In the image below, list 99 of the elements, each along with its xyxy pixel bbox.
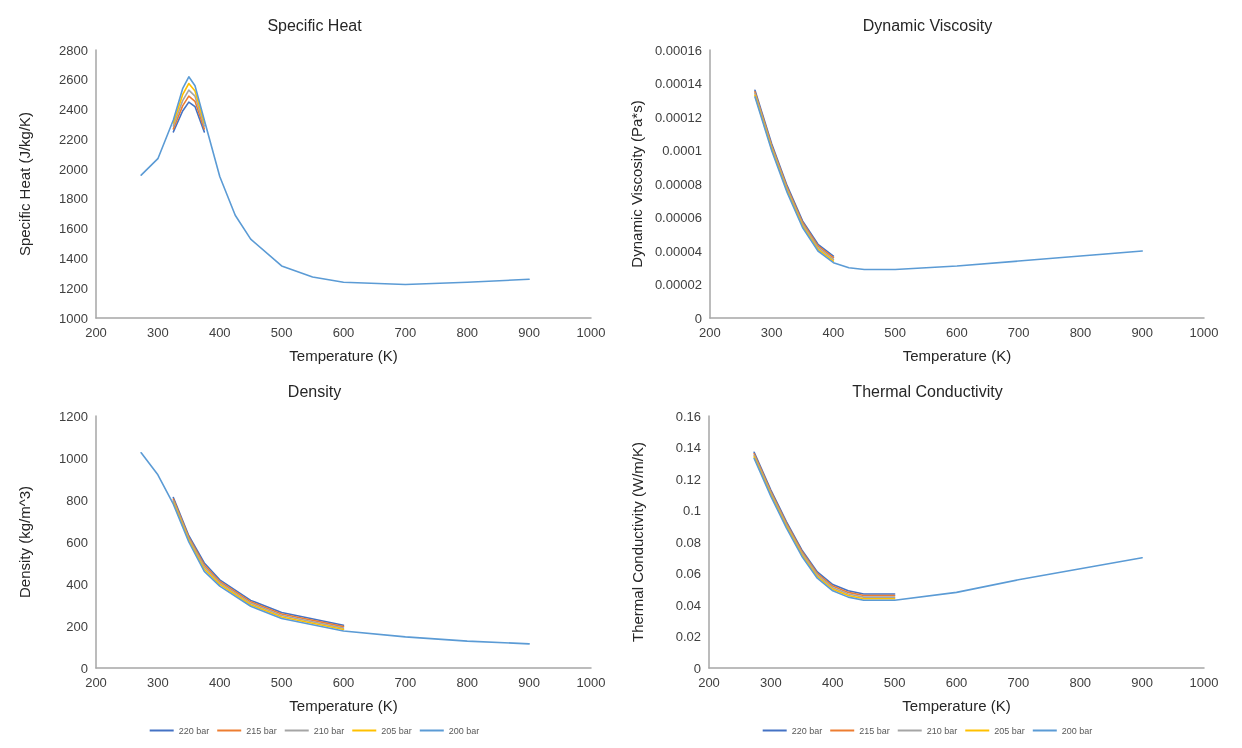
- y-axis-title: Thermal Conductivity (W/m/K): [629, 441, 646, 643]
- x-tick-label: 700: [1007, 325, 1030, 340]
- legend-label: 215 bar: [246, 725, 277, 736]
- x-tick-label: 800: [1069, 675, 1092, 690]
- legend-label: 220 bar: [178, 725, 210, 736]
- y-tick-label: 0.1: [682, 503, 701, 518]
- y-axis-title: Dynamic Viscosity (Pa*s): [628, 100, 645, 268]
- y-tick-label: 0.08: [675, 534, 701, 550]
- legend-label: 210 bar: [313, 725, 345, 736]
- x-tick-label: 800: [1069, 325, 1092, 340]
- x-tick-label: 700: [394, 325, 417, 340]
- y-tick-label: 0.00004: [654, 243, 702, 259]
- line-series: [172, 82, 206, 124]
- y-tick-label: 0: [694, 310, 702, 326]
- x-tick-label: 1000: [1189, 675, 1219, 690]
- y-tick-label: 2200: [59, 131, 88, 147]
- y-tick-label: 0.00002: [654, 277, 702, 292]
- x-tick-label: 500: [270, 675, 293, 690]
- x-tick-label: 400: [208, 325, 231, 340]
- y-tick-label: 1200: [59, 280, 88, 296]
- x-tick-label: 800: [456, 675, 479, 690]
- y-tick-label: 1000: [59, 310, 88, 326]
- line-series: [753, 457, 1143, 602]
- y-tick-label: 2400: [59, 102, 88, 118]
- legend-label: 200 bar: [1061, 725, 1093, 736]
- y-tick-label: 1800: [59, 191, 88, 207]
- x-tick-label: 300: [760, 325, 783, 340]
- y-tick-label: 600: [66, 534, 88, 550]
- y-tick-label: 0.12: [675, 471, 701, 487]
- x-axis-title: Temperature (K): [289, 347, 398, 364]
- x-tick-label: 800: [456, 325, 479, 340]
- y-tick-label: 0: [693, 660, 701, 676]
- line-series: [140, 76, 530, 286]
- y-tick-label: 2000: [59, 161, 88, 177]
- x-tick-label: 500: [884, 325, 907, 340]
- y-tick-label: 0.00016: [654, 42, 702, 58]
- x-tick-label: 400: [822, 325, 845, 340]
- x-tick-label: 300: [147, 675, 169, 690]
- legend-label: 205 bar: [994, 725, 1025, 736]
- x-tick-label: 500: [883, 675, 906, 690]
- y-tick-label: 1000: [59, 450, 88, 466]
- line-series: [140, 451, 530, 645]
- y-tick-label: 1600: [59, 221, 88, 237]
- x-tick-label: 900: [1131, 325, 1154, 340]
- y-axis-title: Density (kg/m^3): [16, 485, 33, 599]
- x-tick-label: 600: [332, 325, 355, 340]
- y-tick-label: 200: [66, 618, 88, 634]
- x-tick-label: 900: [1131, 675, 1153, 690]
- chart-title: Specific Heat: [267, 16, 363, 34]
- chart-title: Density: [287, 382, 342, 400]
- legend-label: 200 bar: [448, 725, 480, 736]
- legend-label: 220 bar: [791, 725, 823, 736]
- legend-label: 210 bar: [926, 725, 958, 736]
- line-series: [172, 89, 206, 127]
- y-tick-label: 0.02: [675, 629, 701, 644]
- line-series: [754, 96, 1144, 271]
- x-tick-label: 300: [147, 325, 169, 340]
- x-axis-title: Temperature (K): [902, 697, 1011, 714]
- x-tick-label: 300: [760, 675, 782, 690]
- y-tick-label: 0: [80, 660, 88, 676]
- x-tick-label: 900: [518, 325, 540, 340]
- x-tick-label: 900: [518, 675, 540, 690]
- x-tick-label: 700: [1007, 675, 1030, 690]
- x-tick-label: 600: [332, 675, 355, 690]
- x-tick-label: 500: [270, 325, 293, 340]
- y-tick-label: 0.06: [675, 566, 701, 581]
- line-series: [172, 101, 206, 133]
- x-tick-label: 1000: [576, 325, 606, 340]
- chart-title: Thermal Conductivity: [852, 382, 1003, 400]
- y-tick-label: 0.00012: [654, 109, 702, 125]
- y-tick-label: 400: [66, 576, 88, 592]
- legend-label: 215 bar: [859, 725, 890, 736]
- y-tick-label: 0.00008: [654, 176, 702, 192]
- x-tick-label: 700: [394, 675, 417, 690]
- x-tick-label: 400: [208, 675, 231, 690]
- y-axis-title: Specific Heat (J/kg/K): [16, 111, 33, 257]
- y-tick-label: 1200: [59, 408, 88, 424]
- x-tick-label: 600: [945, 675, 968, 690]
- x-tick-label: 1000: [576, 675, 606, 690]
- y-tick-label: 0.0001: [662, 143, 702, 158]
- x-tick-label: 200: [85, 675, 107, 690]
- y-tick-label: 2600: [59, 72, 88, 88]
- legend-label: 205 bar: [381, 725, 412, 736]
- y-tick-label: 0.04: [675, 597, 701, 613]
- x-tick-label: 200: [85, 325, 107, 340]
- y-tick-label: 0.00006: [654, 210, 702, 225]
- y-tick-label: 2800: [59, 42, 88, 58]
- y-tick-label: 0.14: [675, 440, 701, 455]
- x-tick-label: 400: [821, 675, 844, 690]
- x-axis-title: Temperature (K): [902, 347, 1012, 364]
- x-tick-label: 600: [946, 325, 968, 340]
- chart-title: Dynamic Viscosity: [862, 16, 993, 34]
- y-tick-label: 1400: [59, 250, 88, 266]
- y-tick-label: 800: [66, 492, 88, 508]
- line-series: [172, 95, 206, 130]
- x-tick-label: 1000: [1189, 325, 1219, 340]
- y-tick-label: 0.16: [675, 408, 701, 424]
- y-tick-label: 0.00014: [654, 76, 702, 91]
- x-axis-title: Temperature (K): [289, 697, 398, 714]
